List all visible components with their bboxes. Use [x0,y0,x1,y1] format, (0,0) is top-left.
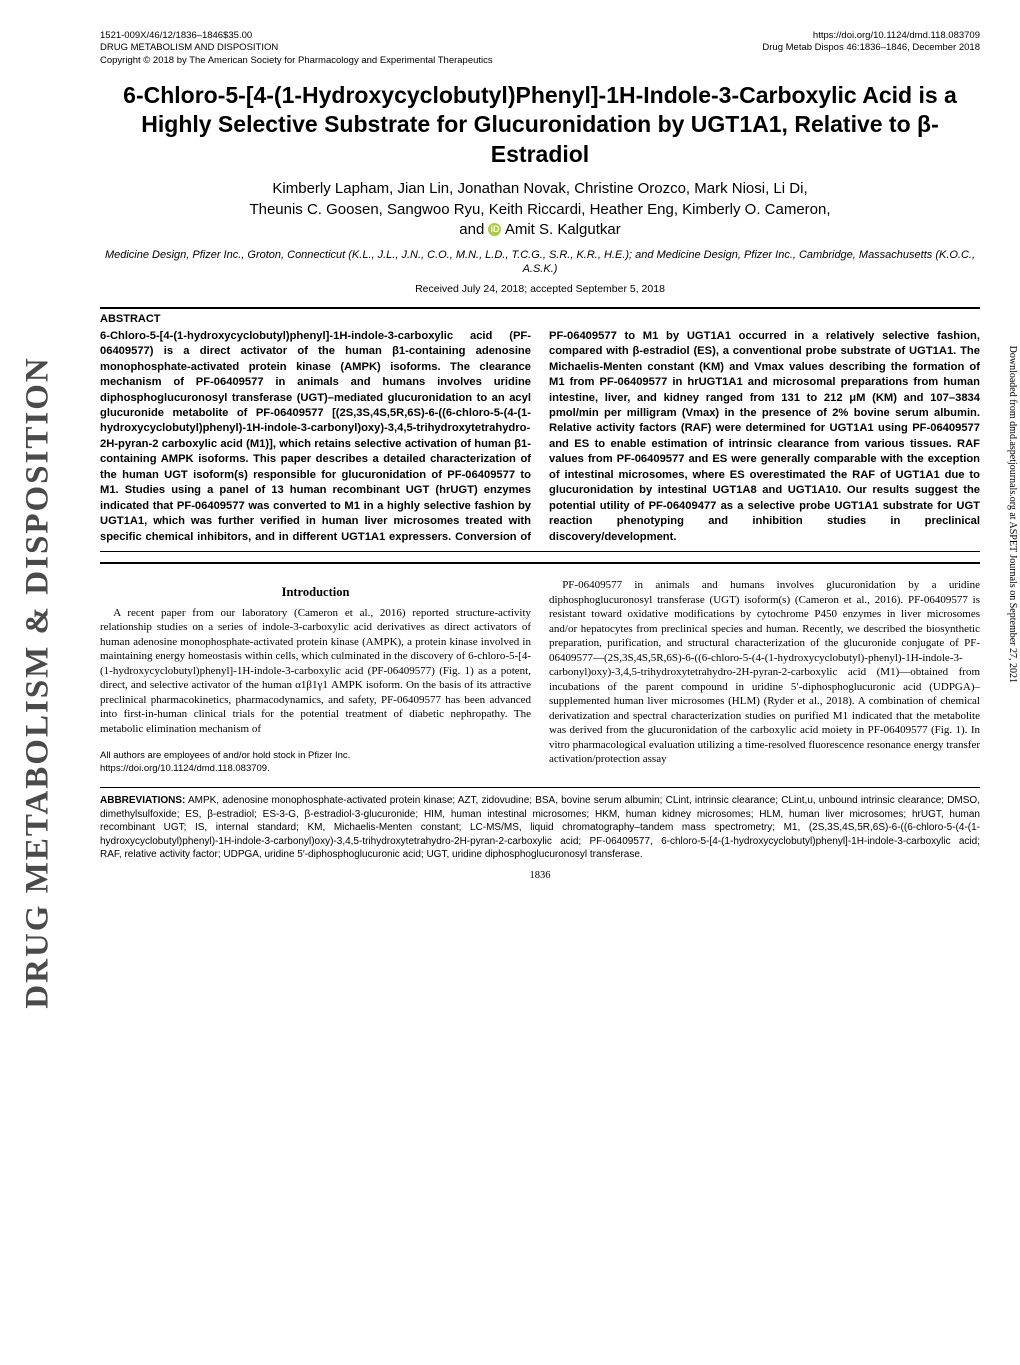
intro-paragraph-1: A recent paper from our laboratory (Came… [100,606,531,737]
footnote-block: All authors are employees of and/or hold… [100,750,531,775]
rule-thick-2 [100,562,980,564]
footnote-line-2: https://doi.org/10.1124/dmd.118.083709. [100,763,531,776]
header-right: https://doi.org/10.1124/dmd.118.083709 D… [762,30,980,67]
rule-thin-1 [100,551,980,552]
authors-line-3-prefix: and [459,221,488,238]
abbrev-label: ABBREVIATIONS: [100,795,185,806]
abstract-text: 6-Chloro-5-[4-(1-hydroxycyclobutyl)pheny… [100,329,980,545]
rule-thick [100,307,980,309]
intro-heading: Introduction [100,584,531,601]
header-meta: 1521-009X/46/12/1836–1846$35.00 DRUG MET… [100,30,980,67]
download-note: Downloaded from dmd.aspetjournals.org at… [1007,345,1018,682]
footnote-line-1: All authors are employees of and/or hold… [100,750,531,763]
abbrev-text: AMPK, adenosine monophosphate-activated … [100,795,980,860]
authors-line-2: Theunis C. Goosen, Sangwoo Ryu, Keith Ri… [249,201,830,218]
header-left: 1521-009X/46/12/1836–1846$35.00 DRUG MET… [100,30,493,67]
affiliation: Medicine Design, Pfizer Inc., Groton, Co… [100,248,980,277]
authors-line-1: Kimberly Lapham, Jian Lin, Jonathan Nova… [272,180,807,197]
page-number: 1836 [100,870,980,881]
paper-page: DRUG METABOLISM & DISPOSITION Downloaded… [0,0,1020,1365]
journal-banner: DRUG METABOLISM & DISPOSITION [8,0,68,1365]
orcid-icon: iD [488,223,501,236]
journal-smallcaps: DRUG METABOLISM AND DISPOSITION [100,42,493,54]
issn-line: 1521-009X/46/12/1836–1846$35.00 [100,30,493,42]
intro-paragraph-2: PF-06409577 in animals and humans involv… [549,578,980,767]
authors-line-3-name: Amit S. Kalgutkar [505,221,621,238]
copyright-line: Copyright © 2018 by The American Society… [100,55,493,67]
journal-banner-text: DRUG METABOLISM & DISPOSITION [20,356,57,1008]
authors-block: Kimberly Lapham, Jian Lin, Jonathan Nova… [100,179,980,240]
abbreviations-box: ABBREVIATIONS: AMPK, adenosine monophosp… [100,787,980,862]
body-columns: Introduction A recent paper from our lab… [100,578,980,775]
citation-line: Drug Metab Dispos 46:1836–1846, December… [762,42,980,54]
abstract-label: ABSTRACT [100,313,980,325]
received-dates: Received July 24, 2018; accepted Septemb… [100,283,980,295]
paper-title: 6-Chloro-5-[4-(1-Hydroxycyclobutyl)Pheny… [100,81,980,169]
doi-url: https://doi.org/10.1124/dmd.118.083709 [762,30,980,42]
